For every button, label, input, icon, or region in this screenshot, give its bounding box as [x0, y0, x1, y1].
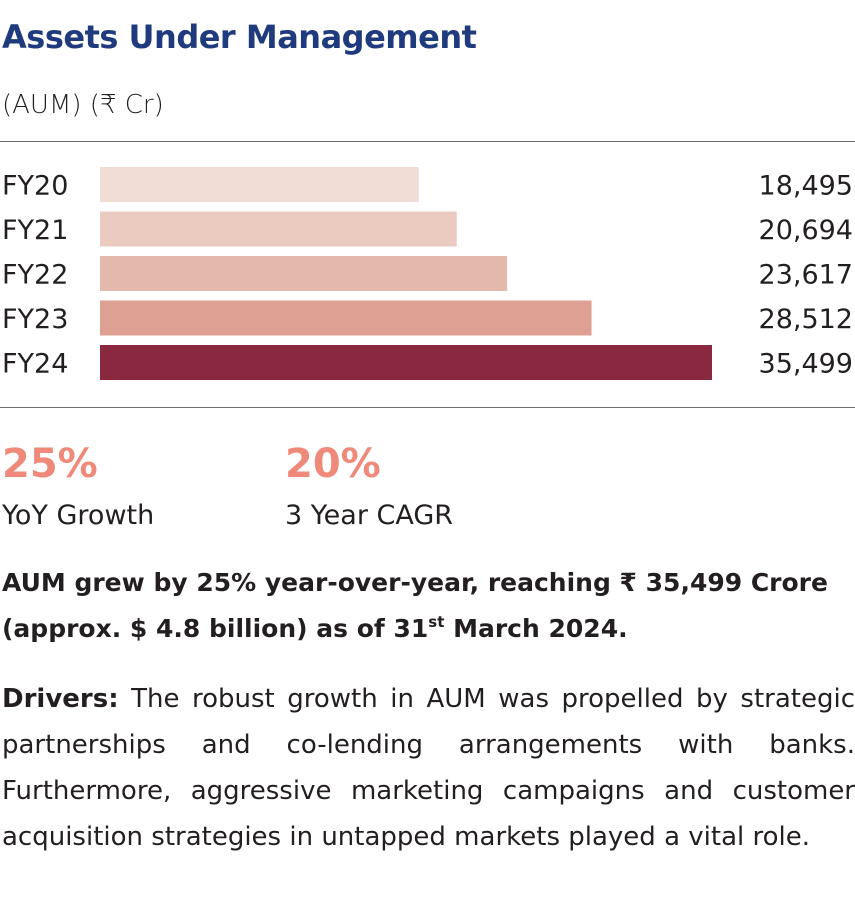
bar-fy21 — [100, 211, 457, 247]
stat-value: 20% — [285, 441, 381, 487]
drivers-paragraph: Drivers: The robust growth in AUM was pr… — [2, 676, 855, 860]
drivers-text: The robust growth in AUM was propelled b… — [2, 684, 855, 852]
category-label-fy21: FY21 — [2, 215, 68, 246]
bar-fy20 — [100, 167, 419, 202]
value-label-fy22: 23,617 — [759, 260, 853, 291]
stat-label: 3 Year CAGR — [285, 500, 454, 531]
value-label-fy20: 18,495 — [759, 171, 853, 202]
highlight-text: AUM grew by 25% year-over-year, reaching… — [2, 560, 855, 652]
value-label-fy23: 28,512 — [759, 304, 853, 335]
highlight-line-2: (approx. $ 4.8 billion) as of 31st March… — [2, 606, 855, 652]
chart-subtitle: (AUM) (₹ Cr) — [2, 90, 164, 120]
ordinal-suffix: st — [428, 613, 445, 631]
highlight-line-2-end: March 2024. — [444, 614, 628, 643]
drivers-label: Drivers: — [2, 684, 119, 714]
category-label-fy20: FY20 — [2, 171, 68, 202]
bar-fy22 — [100, 256, 508, 291]
stat-yoy-growth: 25% YoY Growth — [2, 440, 154, 534]
value-label-fy21: 20,694 — [759, 215, 853, 246]
category-label-fy22: FY22 — [2, 260, 68, 291]
stat-value: 25% — [2, 441, 98, 487]
aum-bar-chart: FY20 18,495 FY21 20,694 FY22 23,617 FY23 28,512… — [2, 167, 853, 380]
value-label-fy24: 35,499 — [759, 349, 853, 380]
bottom-divider — [0, 407, 855, 408]
category-label-fy23: FY23 — [2, 304, 68, 335]
top-divider — [0, 141, 855, 142]
stat-cagr: 20% 3 Year CAGR — [285, 440, 453, 534]
bar-fy23 — [100, 300, 592, 336]
page-title: Assets Under Management — [2, 18, 477, 56]
stat-label: YoY Growth — [2, 500, 155, 531]
stats-row: 25% YoY Growth 20% 3 Year CAGR — [0, 440, 855, 540]
highlight-line-2-start: (approx. $ 4.8 billion) as of 31 — [2, 614, 429, 643]
category-label-fy24: FY24 — [2, 349, 68, 380]
highlight-line-1: AUM grew by 25% year-over-year, reaching… — [2, 568, 828, 597]
bar-fy24 — [100, 345, 712, 380]
